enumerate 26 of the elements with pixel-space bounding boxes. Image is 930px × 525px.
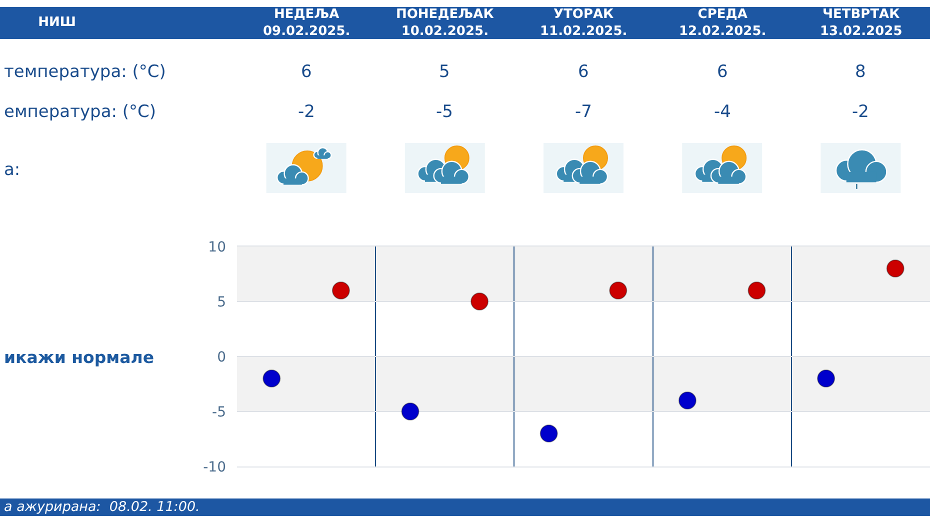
data-label: -2 [298,102,315,122]
data-label: 6 [578,62,589,82]
y-tick-label: 0 [217,349,226,366]
data-label: -4 [714,102,731,122]
y-tick-label: 10 [208,239,226,256]
y-tick-label: 5 [217,294,226,310]
data-label: 6 [301,62,312,82]
y-tick-label: -5 [212,404,226,420]
text: емпература: (°C) [4,102,156,122]
data-label: 6 [717,62,728,82]
text: температура: (°C) [4,62,166,82]
text: УТОРАК 11.02.2025. [540,7,628,39]
data-label: 8 [855,62,866,82]
data-label: -2 [852,102,869,122]
data-label: 5 [439,62,450,82]
y-tick-label: -10 [203,459,226,476]
data-label: -7 [575,102,592,122]
text: а: [4,160,20,180]
text: а ажурирана: 08.02. 11:00. [4,499,200,515]
text: икажи нормале [4,348,154,367]
text: ПОНЕДЕЉАК 10.02.2025. [396,7,494,39]
data-label: -5 [436,102,453,122]
text: ЧЕТВРТАК 13.02.2025 [820,7,902,39]
text: НИШ [38,15,76,30]
text: НЕДЕЉА 09.02.2025. [263,7,350,39]
text: СРЕДА 12.02.2025. [679,7,766,39]
